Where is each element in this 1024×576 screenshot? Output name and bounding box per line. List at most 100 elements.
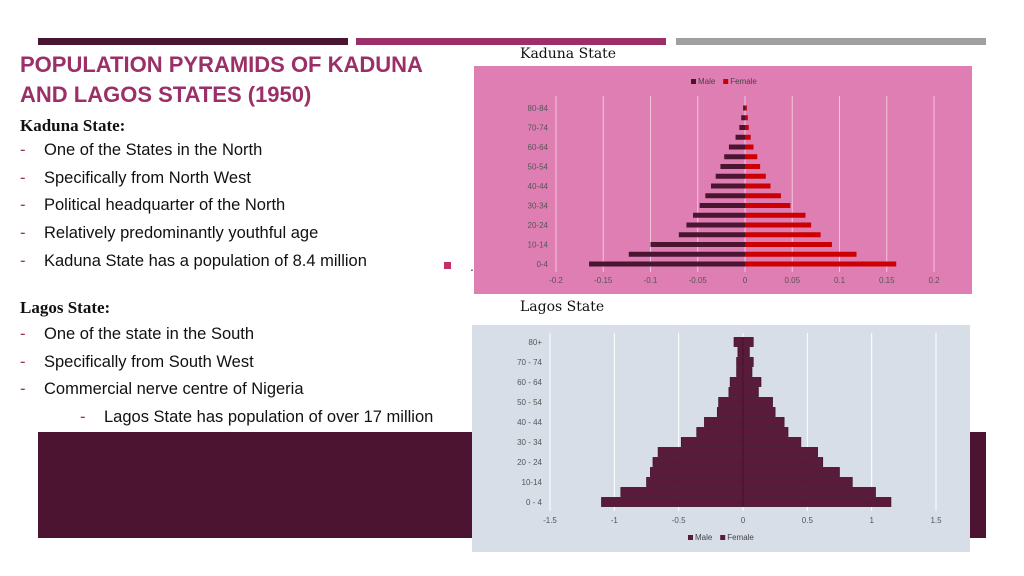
bar-female-10: [745, 164, 761, 169]
legend-label: Female: [730, 77, 757, 86]
y-tick-label: 60 - 64: [517, 378, 542, 387]
x-tick-label: -1: [611, 516, 619, 525]
kaduna-pyramid-chart: -0.2 -0.15 -0.1 -0.05 0 0.05 0.1 0.15 0.2 0-4 10-1…: [474, 66, 972, 294]
x-tick-label: -0.15: [594, 276, 613, 285]
bar-male-3: [678, 232, 745, 238]
kaduna-bullet-text: Kaduna State has a population of 8.4 mil…: [44, 251, 367, 270]
stray-mark: .: [470, 258, 474, 274]
bar-male-10: [718, 397, 744, 407]
bar-male-12: [728, 144, 745, 150]
bar-male-11: [728, 387, 744, 397]
bar-female-14: [745, 125, 749, 130]
x-tick-label: 1.5: [930, 516, 942, 525]
y-tick-label: 30-34: [528, 202, 549, 211]
kaduna-bullet-text: Political headquarter of the North: [44, 196, 286, 215]
bar-male-10: [720, 164, 745, 169]
bar-female-3: [742, 467, 840, 477]
kaduna-bullet-3: - Relatively predominantly youthful age: [20, 220, 367, 248]
bar-female-13: [745, 134, 751, 140]
bar-male-3: [650, 467, 744, 477]
dash-marker: -: [20, 168, 26, 187]
lagos-heading: Lagos State:: [20, 298, 111, 317]
dash-marker: -: [20, 325, 26, 343]
kaduna-chart-title: Kaduna State: [520, 46, 617, 62]
x-tick-label: -0.1: [644, 276, 658, 285]
lagos-pyramid-chart: -1.5 -1 -0.5 0 0.5 1 1.5 0 - 4 10-14 20 - 24 30 - …: [472, 325, 970, 552]
bar-male-5: [693, 212, 745, 218]
y-tick-label: 20-24: [528, 221, 549, 230]
kaduna-bullet-list: - One of the States in the North - Specific…: [20, 137, 367, 275]
chart-background: [474, 66, 972, 294]
bar-male-9: [716, 407, 744, 417]
x-tick-label: 0.05: [784, 276, 800, 285]
y-tick-label: 30 - 34: [517, 438, 542, 447]
lagos-chart-title: Lagos State: [520, 299, 605, 315]
bar-female-6: [745, 203, 791, 208]
bar-female-7: [745, 193, 781, 199]
x-tick-label: 0.15: [879, 276, 895, 285]
y-tick-label: 0-4: [536, 260, 548, 269]
dash-marker: -: [20, 251, 26, 270]
bar-female-8: [742, 417, 785, 427]
legend-swatch: [723, 79, 729, 84]
bar-male-9: [715, 173, 745, 179]
legend-swatch: [720, 535, 726, 540]
bar-female-16: [745, 105, 747, 111]
x-tick-label: 0.5: [802, 516, 814, 525]
bar-female-5: [742, 447, 818, 457]
lagos-bullet-text: Commercial nerve centre of Nigeria: [44, 380, 304, 399]
bar-female-7: [742, 427, 789, 437]
bar-male-15: [737, 347, 744, 357]
bullet-square-icon: [444, 262, 451, 269]
kaduna-bullet-0: - One of the States in the North: [20, 137, 367, 165]
bar-male-4: [686, 222, 745, 228]
bar-female-1: [742, 487, 876, 497]
kaduna-bullet-text: Relatively predominantly youthful age: [44, 224, 319, 243]
x-tick-label: -0.05: [689, 276, 708, 285]
x-tick-label: 0.2: [928, 276, 940, 285]
slide-title: POPULATION PYRAMIDS OF KADUNA AND LAGOS …: [20, 52, 423, 107]
legend-swatch: [688, 535, 693, 540]
bar-female-12: [742, 377, 762, 387]
bar-male-2: [646, 477, 744, 487]
kaduna-bullet-text: Specifically from North West: [44, 168, 251, 187]
bar-male-14: [736, 357, 744, 367]
lagos-sub-bullet-text: Lagos State has population of over 17 mi…: [104, 408, 434, 426]
legend-label: Female: [727, 533, 754, 542]
top-bar-dark: [38, 38, 348, 45]
x-tick-label: -0.5: [672, 516, 686, 525]
bar-male-1: [620, 487, 744, 497]
legend-label: Male: [698, 77, 716, 86]
lagos-bullet-text: Specifically from South West: [44, 352, 254, 371]
bar-male-12: [729, 377, 744, 387]
y-tick-label: 70-74: [528, 124, 549, 133]
bar-female-8: [745, 183, 771, 189]
bar-male-13: [736, 367, 744, 377]
dash-marker: -: [20, 352, 26, 371]
bar-female-1: [745, 251, 857, 257]
bar-female-15: [745, 115, 748, 121]
x-tick-label: 0: [741, 516, 746, 525]
y-tick-label: 80+: [528, 338, 542, 347]
bar-female-0: [745, 261, 897, 267]
bar-female-2: [745, 242, 832, 247]
bar-female-6: [742, 437, 802, 447]
bar-female-11: [745, 154, 758, 160]
bar-male-8: [710, 183, 745, 189]
x-tick-label: 0: [743, 276, 748, 285]
kaduna-bullet-2: - Political headquarter of the North: [20, 192, 367, 220]
bar-male-14: [739, 125, 745, 130]
x-tick-label: -0.2: [549, 276, 563, 285]
legend-label: Male: [695, 533, 713, 542]
lagos-bullet-2: - Commercial nerve centre of Nigeria: [20, 376, 304, 404]
bar-male-13: [735, 134, 745, 140]
bar-male-7: [696, 427, 744, 437]
y-tick-label: 10-14: [522, 478, 543, 487]
bar-male-2: [650, 242, 745, 247]
y-tick-label: 10-14: [528, 241, 549, 250]
y-tick-label: 40 - 44: [517, 418, 542, 427]
bar-male-0: [589, 261, 745, 267]
bar-male-6: [680, 437, 744, 447]
bar-male-0: [601, 497, 744, 507]
bar-female-11: [742, 387, 759, 397]
